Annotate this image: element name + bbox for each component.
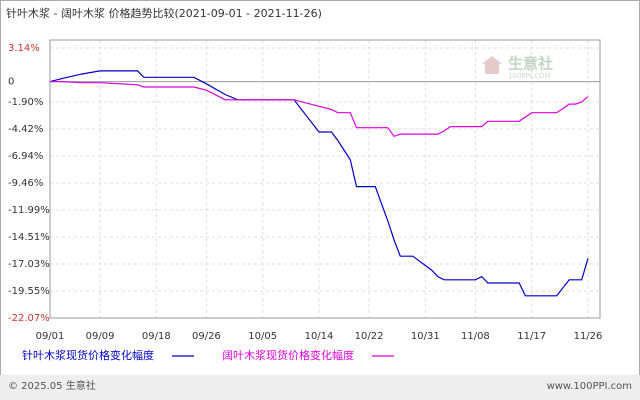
plot-frame (49, 39, 601, 319)
y-tick-label: -14.51% (8, 232, 50, 243)
y-tick-label: -9.46% (8, 178, 43, 189)
x-tick-label: 09/01 (36, 331, 65, 342)
legend-label: 阔叶木浆现货价格变化幅度 (222, 348, 354, 362)
x-tick-label: 10/14 (305, 331, 334, 342)
series-line (50, 81, 589, 138)
footer-right: www.100PPI.com (547, 381, 632, 392)
watermark-url: 100PPI.COM (508, 72, 551, 80)
y-tick-label: 0 (8, 77, 14, 88)
y-tick-label: -22.07% (8, 313, 50, 324)
y-tick-label: -11.99% (8, 205, 50, 216)
x-tick-label: 09/26 (192, 331, 221, 342)
watermark: 生意社 100PPI.COM (482, 55, 553, 80)
x-tick-label: 09/09 (86, 331, 115, 342)
legend-label: 针叶木浆现货价格变化幅度 (22, 348, 154, 362)
x-tick-label: 09/18 (142, 331, 171, 342)
footer-left: © 2025.05 生意社 (8, 379, 96, 392)
chart-title: 针叶木浆 - 阔叶木浆 价格趋势比较(2021-09-01 - 2021-11-… (6, 6, 322, 20)
y-tick-label: -17.03% (8, 259, 50, 270)
series-line (49, 70, 589, 297)
x-tick-label: 11/26 (574, 331, 603, 342)
y-tick-label: -4.42% (8, 124, 43, 135)
y-tick-label: -6.94% (8, 151, 43, 162)
y-tick-label: -1.90% (8, 97, 43, 108)
x-tick-label: 10/05 (248, 331, 277, 342)
y-tick-label: 3.14% (8, 43, 40, 54)
watermark-logo (482, 56, 502, 74)
x-tick-label: 10/22 (355, 331, 384, 342)
x-tick-label: 10/31 (411, 331, 440, 342)
footer-bar (0, 375, 640, 400)
watermark-name: 生意社 (508, 55, 553, 73)
x-tick-label: 11/17 (517, 331, 546, 342)
y-tick-label: -19.55% (8, 286, 50, 297)
x-tick-label: 11/08 (461, 331, 490, 342)
